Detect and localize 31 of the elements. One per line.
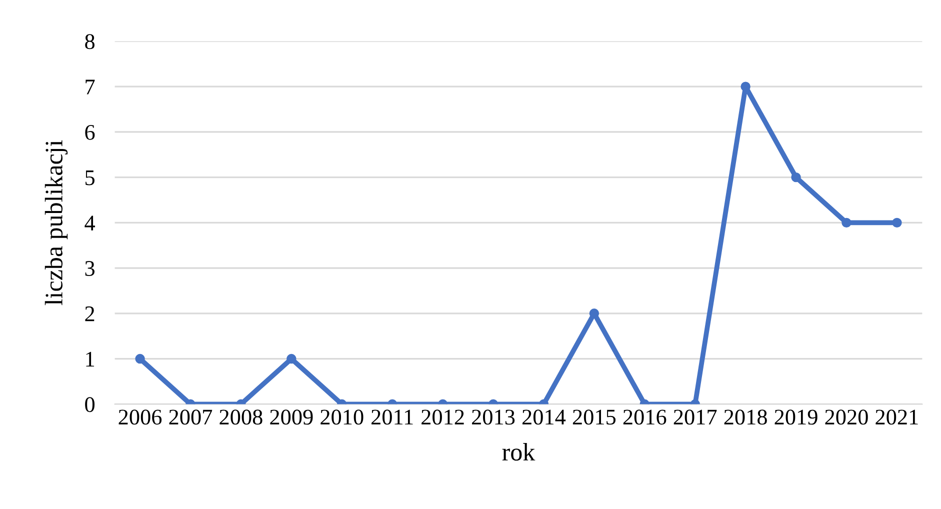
y-tick-label: 1: [86, 352, 94, 366]
y-tick-label: 8: [85, 34, 95, 50]
x-tick-label: 2019: [774, 410, 818, 425]
y-tick-label: 6: [85, 124, 95, 140]
point: [740, 82, 750, 92]
x-tick-label: 2006: [118, 410, 162, 425]
x-tick-label: 2007: [169, 410, 212, 425]
y-tick-label: 4: [84, 216, 96, 230]
x-tick-label: 2015: [572, 410, 616, 425]
x-tick-label: 2013: [472, 410, 515, 425]
x-tick-label: 2017: [674, 410, 717, 425]
point: [842, 218, 852, 228]
x-axis-title: rok: [502, 443, 536, 461]
x-tick-label: 2011: [372, 410, 413, 425]
y-tick-label: 5: [86, 170, 94, 186]
x-tick-label: 2014: [522, 410, 566, 425]
y-tick-label: 3: [85, 261, 94, 276]
x-tick-label: 2018: [724, 410, 767, 425]
y-tick-label: 7: [86, 80, 95, 94]
y-tick-label: 2: [85, 306, 94, 322]
y-axis-title: liczba publikacji: [44, 140, 68, 306]
x-tick-label: 2020: [825, 410, 868, 425]
point: [791, 172, 801, 182]
x-tick-label: 2010: [320, 410, 364, 425]
x-tick-label: 2021: [876, 410, 918, 425]
x-tick-label: 2012: [422, 410, 464, 425]
x-tick-label: 2008: [220, 410, 262, 425]
x-tick-label: 2016: [623, 410, 666, 425]
y-tick-label: 0: [85, 397, 95, 412]
point: [892, 218, 902, 228]
x-tick-label: 2009: [270, 410, 313, 425]
